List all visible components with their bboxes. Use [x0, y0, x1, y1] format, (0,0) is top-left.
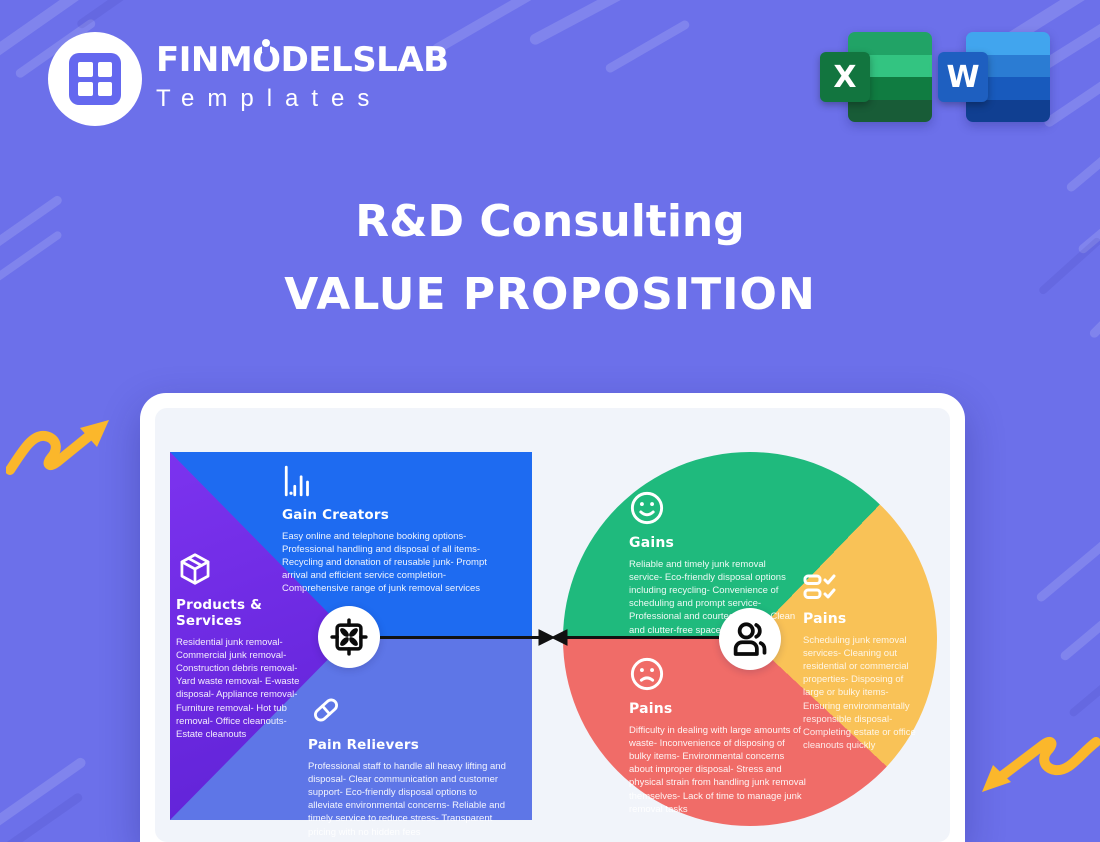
- grid-cell: [97, 81, 112, 96]
- brush-stroke: [1042, 53, 1100, 129]
- section-body: Easy online and telephone booking option…: [282, 531, 487, 595]
- brush-stroke: [1058, 590, 1100, 663]
- value-map-square: Gain Creators Easy online and telephone …: [170, 452, 532, 838]
- section-body: Reliable and timely junk removal service…: [629, 559, 796, 636]
- page-title: R&D Consulting VALUE PROPOSITION: [0, 196, 1100, 320]
- section-heading: Pain Relievers: [308, 737, 419, 753]
- power-o-glyph: O: [252, 40, 281, 80]
- bar-chart-icon: [284, 465, 309, 497]
- brush-stroke: [1067, 654, 1100, 718]
- section-pains: Pains Difficulty in dealing with large a…: [629, 656, 809, 816]
- grid-cell: [78, 81, 93, 96]
- section-pain-relievers: Pain Relievers Professional staff to han…: [308, 692, 513, 839]
- section-heading: Pains: [803, 611, 847, 627]
- customer-center-badge: [719, 608, 781, 670]
- section-products-services: Products & Services Residential junk rem…: [176, 550, 326, 741]
- brush-stroke: [604, 18, 691, 75]
- section-body: Residential junk removal- Commercial jun…: [176, 637, 300, 740]
- section-body: Scheduling junk removal services- Cleani…: [803, 635, 916, 751]
- logo-badge: [48, 32, 142, 126]
- checklist-icon: [803, 574, 836, 599]
- gift-icon: [330, 618, 368, 656]
- section-heading: Pains: [629, 701, 673, 717]
- brush-stroke: [0, 755, 88, 831]
- title-line-2: VALUE PROPOSITION: [284, 269, 816, 320]
- doodle-arrow-down-left-icon: [982, 737, 1100, 792]
- canvas-panel: Gain Creators Easy online and telephone …: [155, 408, 950, 842]
- brush-stroke: [1, 791, 84, 842]
- customer-profile-circle: Gains Reliable and timely junk removal s…: [563, 452, 937, 826]
- brush-stroke: [75, 0, 155, 30]
- word-file-icon: W: [938, 32, 1050, 122]
- brand-wordmark: FINMODELSLAB Templates: [156, 32, 449, 113]
- excel-letter-tile: X: [820, 52, 870, 102]
- slide-card: Gain Creators Easy online and telephone …: [140, 393, 965, 842]
- value-map-center-badge: [318, 606, 380, 668]
- grid-cell: [78, 62, 93, 77]
- box-icon: [180, 553, 210, 585]
- sad-icon: [630, 657, 664, 691]
- customer-icon: [733, 622, 767, 656]
- section-gain-creators: Gain Creators Easy online and telephone …: [282, 464, 512, 596]
- excel-file-icon: X: [820, 32, 932, 122]
- section-heading: Products & Services: [176, 597, 263, 629]
- section-heading: Gains: [629, 535, 675, 551]
- brand-logo: FINMODELSLAB Templates: [48, 32, 449, 126]
- section-body: Difficulty in dealing with large amounts…: [629, 725, 806, 815]
- brand-name: FINMODELSLAB: [156, 40, 449, 80]
- section-heading: Gain Creators: [282, 507, 389, 523]
- section-body: Professional staff to handle all heavy l…: [308, 761, 506, 838]
- section-customer-jobs: Pains Scheduling junk removal services- …: [803, 572, 925, 752]
- pill-icon: [314, 698, 338, 722]
- grid-cell: [97, 62, 112, 77]
- smile-icon: [630, 491, 664, 525]
- brush-stroke: [527, 0, 693, 47]
- title-line-1: R&D Consulting: [355, 196, 745, 247]
- section-gains: Gains Reliable and timely junk removal s…: [629, 490, 797, 637]
- brand-subtitle: Templates: [156, 85, 383, 113]
- doodle-arrow-up-right-icon: [6, 420, 109, 475]
- brush-stroke: [1064, 115, 1100, 194]
- grid-window-icon: [69, 53, 121, 105]
- word-letter-tile: W: [938, 52, 988, 102]
- brush-stroke: [1034, 525, 1100, 604]
